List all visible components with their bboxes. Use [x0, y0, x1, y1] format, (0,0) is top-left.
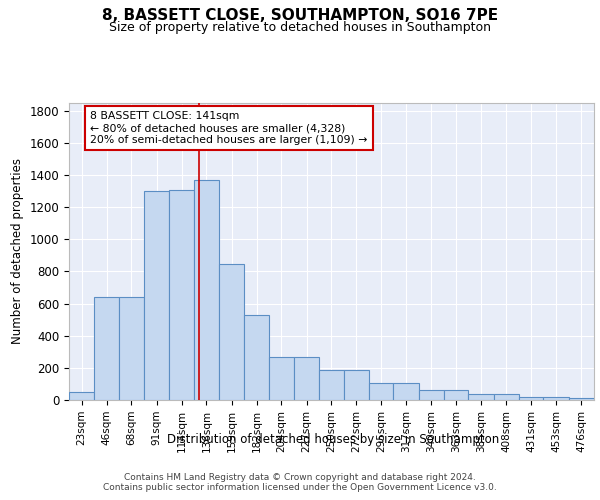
- Bar: [519, 397, 543, 400]
- Y-axis label: Number of detached properties: Number of detached properties: [11, 158, 24, 344]
- Text: 8, BASSETT CLOSE, SOUTHAMPTON, SO16 7PE: 8, BASSETT CLOSE, SOUTHAMPTON, SO16 7PE: [102, 8, 498, 22]
- Bar: [468, 394, 494, 400]
- Bar: [219, 264, 244, 400]
- Bar: [144, 191, 169, 400]
- Bar: [344, 370, 369, 400]
- Bar: [393, 383, 419, 400]
- Bar: [169, 190, 194, 400]
- Bar: [244, 315, 269, 400]
- Bar: [294, 356, 319, 400]
- Bar: [94, 297, 119, 400]
- Bar: [569, 398, 594, 400]
- Bar: [494, 394, 519, 400]
- Bar: [319, 370, 344, 400]
- Bar: [69, 392, 94, 400]
- Text: Distribution of detached houses by size in Southampton: Distribution of detached houses by size …: [167, 432, 499, 446]
- Bar: [194, 180, 219, 400]
- Bar: [419, 390, 444, 400]
- Text: 8 BASSETT CLOSE: 141sqm
← 80% of detached houses are smaller (4,328)
20% of semi: 8 BASSETT CLOSE: 141sqm ← 80% of detache…: [90, 112, 367, 144]
- Text: Contains HM Land Registry data © Crown copyright and database right 2024.: Contains HM Land Registry data © Crown c…: [124, 472, 476, 482]
- Bar: [444, 390, 468, 400]
- Bar: [369, 383, 393, 400]
- Text: Size of property relative to detached houses in Southampton: Size of property relative to detached ho…: [109, 21, 491, 34]
- Bar: [119, 297, 144, 400]
- Bar: [543, 397, 569, 400]
- Text: Contains public sector information licensed under the Open Government Licence v3: Contains public sector information licen…: [103, 482, 497, 492]
- Bar: [269, 356, 294, 400]
